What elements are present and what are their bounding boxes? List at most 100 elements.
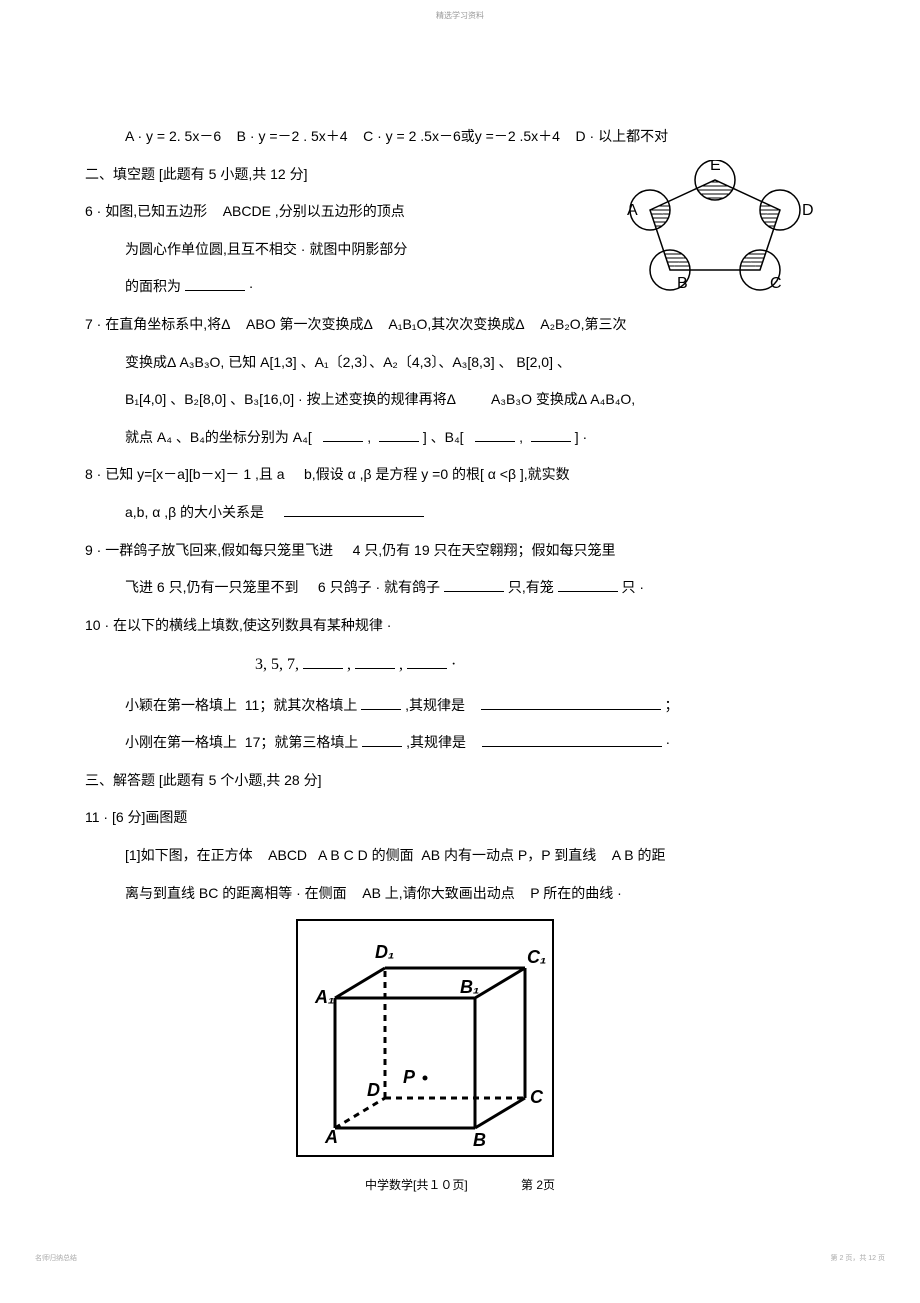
q10-blank1 <box>303 655 343 669</box>
q6-blank <box>185 277 245 291</box>
header-tiny: 精选学习资料 <box>436 10 484 21</box>
q9-l1b: 4 只,仍有 19 只在天空翱翔；假如每只笼里 <box>353 542 616 558</box>
q7-blank4 <box>531 428 571 442</box>
q10-seq-text: 3, 5, 7, <box>255 656 299 673</box>
q10-dot: · <box>451 656 456 673</box>
q10-l3: 小颖在第一格填上 11；就其次格填上 ,其规律是 ； <box>85 689 835 723</box>
svg-text:B: B <box>473 1130 486 1150</box>
q10-l3d: ； <box>664 697 678 713</box>
q10-blank4 <box>361 696 401 710</box>
q6-l3a: 的面积为 <box>125 278 181 294</box>
q9-l2c: 只,有笼 <box>508 579 554 595</box>
q11-l3b: AB 上,请你大致画出动点 <box>362 885 514 901</box>
q9-blank1 <box>444 578 504 592</box>
q7-l4e: ] · <box>575 429 587 445</box>
q10-l3b: 11；就其次格填上 <box>245 697 358 713</box>
q8-l1a: 8 · 已知 y=[x－a][b－x]－ 1 ,且 a <box>85 466 285 482</box>
q6-l1a: 6 · 如图,已知五边形 <box>85 203 207 219</box>
section3-title: 三、解答题 [此题有 5 个小题,共 28 分] <box>85 764 835 798</box>
q11-l2a: [1]如下图，在正方体 <box>125 847 253 863</box>
svg-text:A₁: A₁ <box>314 987 334 1007</box>
q9-l2a: 飞进 6 只,仍有一只笼里不到 <box>125 579 298 595</box>
q11-l3c: P 所在的曲线 · <box>530 885 622 901</box>
q7-l4a: 就点 A₄ 、B₄的坐标分别为 A₄[ <box>125 429 312 445</box>
q7-l2: 变换成Δ A₃B₃O, 已知 A[1,3] 、A₁〔2,3〕、A₂〔4,3〕、A… <box>85 346 835 380</box>
q11-l2d: AB 内有一动点 P，P 到直线 <box>421 847 596 863</box>
q9-l2d: 只 · <box>622 579 645 595</box>
q6-l3: 的面积为 · <box>85 270 835 304</box>
footer-pagenum: 第 2页 <box>521 1178 555 1192</box>
q11-l2b: ABCD <box>268 847 307 863</box>
q7-l4c: ] 、B₄[ <box>423 429 464 445</box>
q10-l3a: 小颖在第一格填上 <box>125 697 237 713</box>
svg-text:C: C <box>530 1087 544 1107</box>
option-b: B · y =－2 . 5x＋4 <box>237 128 348 144</box>
option-a: A · y = 2. 5x－6 <box>125 128 221 144</box>
q8-l1: 8 · 已知 y=[x－a][b－x]－ 1 ,且 a b,假设 α ,β 是方… <box>85 458 835 492</box>
q10-l4b: 17；就第三格填上 <box>245 734 359 750</box>
svg-text:D: D <box>367 1080 380 1100</box>
q10-l1: 10 · 在以下的横线上填数,使这列数具有某种规律 · <box>85 609 835 643</box>
q11-l3: 离与到直线 BC 的距离相等 · 在侧面 AB 上,请你大致画出动点 P 所在的… <box>85 877 835 911</box>
q7-l1c: A₁B₁O,其次次变换成Δ <box>388 316 524 332</box>
q8-l1b: b,假设 α ,β 是方程 y =0 的根[ α <β ],就实数 <box>304 466 570 482</box>
q7-l3a: B₁[4,0] 、B₂[8,0] 、B₃[16,0] · 按上述变换的规律再将Δ <box>125 391 456 407</box>
q10-blank6 <box>362 733 402 747</box>
q7-l1b: ABO 第一次变换成Δ <box>246 316 373 332</box>
q11-l1: 11 · [6 分]画图题 <box>85 801 835 835</box>
q10-l4a: 小刚在第一格填上 <box>125 734 237 750</box>
q8-l2a: a,b, α ,β 的大小关系是 <box>125 504 264 520</box>
q10-blank7 <box>482 733 662 747</box>
q10-l4d: · <box>665 734 670 750</box>
q8-l2: a,b, α ,β 的大小关系是 <box>85 496 835 530</box>
q10-l3c: ,其规律是 <box>405 697 465 713</box>
svg-text:D₁: D₁ <box>375 942 394 962</box>
q8-blank <box>284 503 424 517</box>
svg-text:B₁: B₁ <box>460 977 479 997</box>
q10-blank5 <box>481 696 661 710</box>
option-c: C · y = 2 .5x－6或y =－2 .5x＋4 <box>363 128 560 144</box>
q7-l4: 就点 A₄ 、B₄的坐标分别为 A₄[ , ] 、B₄[ , ] · <box>85 421 835 455</box>
footer-left: 名师归纳总结 <box>35 1253 77 1263</box>
svg-text:P: P <box>403 1067 416 1087</box>
svg-text:A: A <box>324 1127 338 1147</box>
q7-l4d: , <box>519 429 523 445</box>
option-d: D · 以上都不对 <box>576 128 669 144</box>
q6-l2: 为圆心作单位圆,且互不相交 · 就图中阴影部分 <box>85 233 835 267</box>
q10-blank2 <box>355 655 395 669</box>
q7-blank3 <box>475 428 515 442</box>
q9-l2b: 6 只鸽子 · 就有鸽子 <box>318 579 440 595</box>
q7-l1: 7 · 在直角坐标系中,将Δ ABO 第一次变换成Δ A₁B₁O,其次次变换成Δ… <box>85 308 835 342</box>
q7-l4b: , <box>367 429 371 445</box>
q10-l4: 小刚在第一格填上 17；就第三格填上 ,其规律是 · <box>85 726 835 760</box>
q11-l2: [1]如下图，在正方体 ABCD A B C D 的侧面 AB 内有一动点 P，… <box>85 839 835 873</box>
q10-l4c: ,其规律是 <box>406 734 466 750</box>
q10-c1: , <box>347 656 351 673</box>
q7-blank2 <box>379 428 419 442</box>
q9-l1: 9 · 一群鸽子放飞回来,假如每只笼里飞进 4 只,仍有 19 只在天空翱翔；假… <box>85 534 835 568</box>
q7-blank1 <box>323 428 363 442</box>
q6-l1b: ABCDE ,分别以五边形的顶点 <box>223 203 405 219</box>
q7-l1a: 7 · 在直角坐标系中,将Δ <box>85 316 230 332</box>
q9-l1a: 9 · 一群鸽子放飞回来,假如每只笼里飞进 <box>85 542 333 558</box>
content: A · y = 2. 5x－6 B · y =－2 . 5x＋4 C · y =… <box>85 120 835 1171</box>
footer-page-text: 中学数学[共１０页] <box>365 1178 468 1192</box>
section2-title: 二、填空题 [此题有 5 小题,共 12 分] <box>85 158 835 192</box>
q7-l3: B₁[4,0] 、B₂[8,0] 、B₃[16,0] · 按上述变换的规律再将Δ… <box>85 383 835 417</box>
q7-l3b: A₃B₃O 变换成Δ A₄B₄O, <box>491 391 635 407</box>
q11-l3a: 离与到直线 BC 的距离相等 · 在侧面 <box>125 885 347 901</box>
cube-figure: A B C D A₁ B₁ C₁ D₁ P <box>295 918 835 1171</box>
q9-l2: 飞进 6 只,仍有一只笼里不到 6 只鸽子 · 就有鸽子 只,有笼 只 · <box>85 571 835 605</box>
q10-c2: , <box>399 656 403 673</box>
q6-l1: 6 · 如图,已知五边形 ABCDE ,分别以五边形的顶点 <box>85 195 835 229</box>
options-line: A · y = 2. 5x－6 B · y =－2 . 5x＋4 C · y =… <box>85 120 835 154</box>
q11-l2e: A B 的距 <box>612 847 666 863</box>
q9-blank2 <box>558 578 618 592</box>
q10-seq: 3, 5, 7, , , · <box>85 646 835 684</box>
q10-blank3 <box>407 655 447 669</box>
svg-text:C₁: C₁ <box>527 947 546 967</box>
q7-l1d: A₂B₂O,第三次 <box>540 316 626 332</box>
q6-l3b: · <box>249 278 254 294</box>
footer-right: 第 2 页，共 12 页 <box>831 1253 885 1263</box>
footer-page: 中学数学[共１０页] 第 2页 <box>365 1176 555 1193</box>
